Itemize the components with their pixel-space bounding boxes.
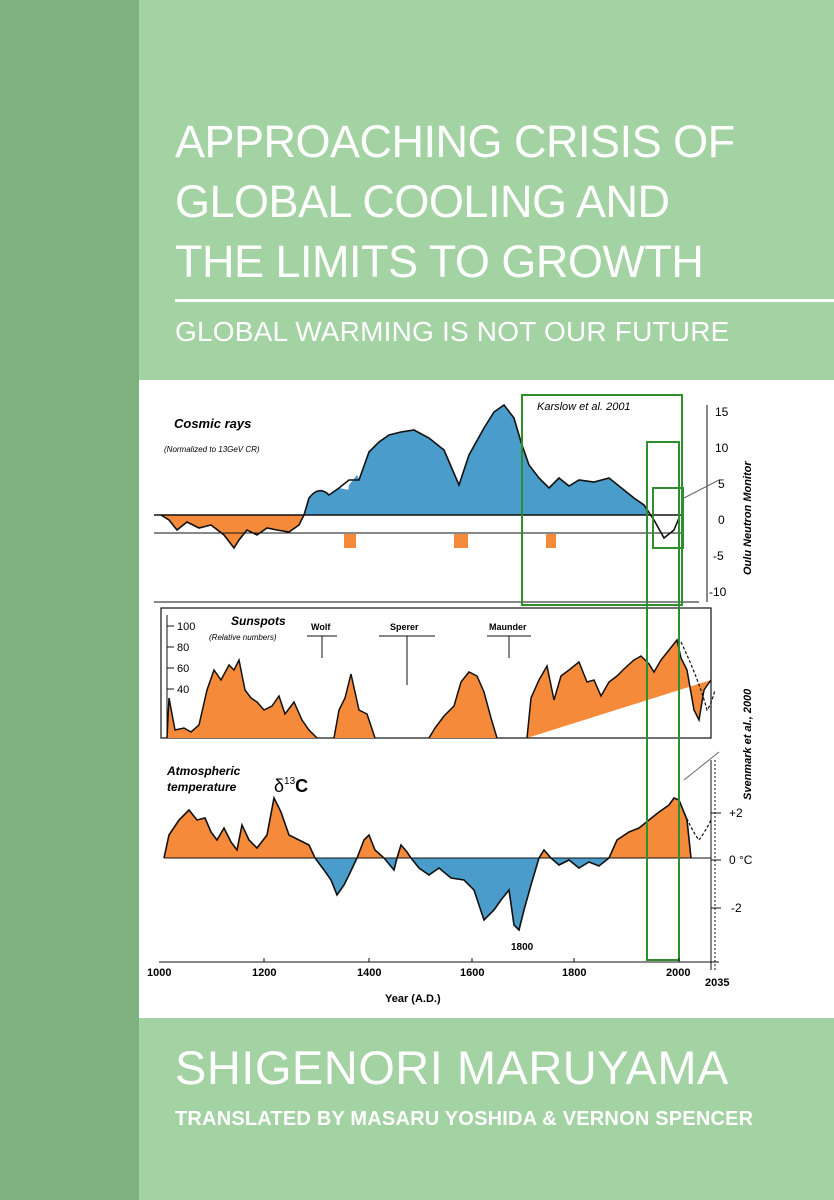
- temperature-cool-area: [315, 858, 609, 930]
- minimum-marker-wolf: [344, 534, 356, 548]
- sunspot-tick-80: 80: [177, 642, 189, 654]
- temp-tick-plus2: +2: [729, 806, 743, 820]
- minimum-marker-sperer: [454, 534, 468, 548]
- minimum-label-sperer: Sperer: [390, 622, 419, 632]
- x-tick-2000: 2000: [666, 967, 690, 979]
- cosmic-rays-positive-area-large: [349, 405, 649, 515]
- annotation-1800: 1800: [511, 942, 534, 953]
- title-line-2: GLOBAL COOLING AND: [175, 176, 670, 227]
- temperature-warm-area: [164, 798, 691, 858]
- comparison-box-small: [652, 487, 684, 549]
- svensmark-label: Svenmark et al., 2000: [742, 688, 754, 800]
- title-line-1: APPROACHING CRISIS OF: [175, 116, 735, 167]
- author-name: SHIGENORI MARUYAMA: [175, 1041, 729, 1094]
- cover-figure: Cosmic rays (Normalized to 13GeV CR) Kar…: [139, 380, 834, 1018]
- translator-credit: TRANSLATED BY MASARU YOSHIDA & VERNON SP…: [175, 1108, 754, 1130]
- connector-line-1: [683, 479, 720, 499]
- book-spine: [0, 0, 139, 1200]
- cosmic-tick-0: 0: [718, 513, 725, 527]
- karslow-label: Karslow et al. 2001: [537, 401, 631, 413]
- x-tick-1200: 1200: [252, 967, 276, 979]
- book-title: APPROACHING CRISIS OF GLOBAL COOLING AND…: [175, 112, 815, 292]
- x-tick-1800: 1800: [562, 967, 586, 979]
- connector-line-2: [683, 751, 720, 781]
- x-axis: 1000 1200 1400 1600 1800 2000 2035 Year …: [147, 958, 729, 1005]
- sunspots-subtitle: (Relative numbers): [209, 633, 277, 642]
- sunspots-panel: 100 80 60 40 Sunspots (Relative numbers)…: [160, 607, 754, 800]
- sunspots-area: [166, 638, 712, 739]
- cosmic-rays-panel: Cosmic rays (Normalized to 13GeV CR) Kar…: [154, 394, 754, 606]
- climate-figure-illustration: Cosmic rays (Normalized to 13GeV CR) Kar…: [147, 394, 754, 1005]
- cosmic-tick-10: 10: [715, 441, 729, 455]
- cosmic-tick-minus5: -5: [713, 549, 724, 563]
- minimum-marker-maunder: [546, 534, 556, 548]
- x-tick-1000: 1000: [147, 967, 171, 979]
- comparison-box-tall: [646, 441, 680, 961]
- temperature-projection: [678, 799, 712, 841]
- minimum-label-wolf: Wolf: [311, 622, 331, 632]
- book-subtitle: GLOBAL WARMING IS NOT OUR FUTURE: [175, 316, 730, 347]
- x-tick-1600: 1600: [460, 967, 484, 979]
- cosmic-rays-title: Cosmic rays: [174, 416, 251, 431]
- title-divider: [175, 299, 834, 302]
- delta-13c-label: δ13C: [274, 776, 308, 796]
- cosmic-rays-negative-area: [161, 515, 304, 548]
- sunspot-tick-100: 100: [177, 621, 195, 633]
- x-tick-2035: 2035: [705, 977, 729, 989]
- sunspot-tick-60: 60: [177, 663, 189, 675]
- x-tick-1400: 1400: [357, 967, 381, 979]
- cosmic-tick-15: 15: [715, 405, 729, 419]
- title-line-3: THE LIMITS TO GROWTH: [175, 236, 704, 287]
- sunspots-title: Sunspots: [231, 614, 286, 628]
- temperature-outline: [163, 795, 692, 932]
- temperature-title-2: temperature: [167, 780, 237, 794]
- temp-tick-minus2: -2: [731, 901, 742, 915]
- oulu-axis-label: Oulu Neutron Monitor: [742, 461, 754, 575]
- temp-tick-0: 0 °C: [729, 853, 753, 867]
- sunspots-projection: [680, 641, 716, 712]
- minimum-label-maunder: Maunder: [489, 622, 527, 632]
- temperature-title-1: Atmospheric: [166, 764, 241, 778]
- sunspot-tick-40: 40: [177, 684, 189, 696]
- cosmic-tick-5: 5: [718, 477, 725, 491]
- temperature-panel: Atmospheric temperature δ13C 1800 +2 0 °…: [163, 760, 753, 970]
- cosmic-tick-minus10: -10: [709, 585, 727, 599]
- x-axis-label: Year (A.D.): [385, 993, 441, 1005]
- cosmic-rays-subtitle: (Normalized to 13GeV CR): [164, 445, 260, 454]
